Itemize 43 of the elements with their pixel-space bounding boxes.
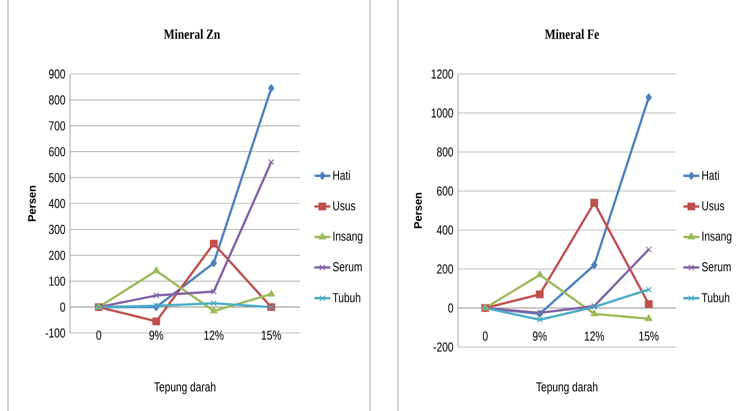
y-axis-title: Persen bbox=[414, 192, 422, 228]
y-tick-label: 800 bbox=[49, 95, 66, 105]
legend-label: Usus bbox=[333, 201, 356, 210]
legend-label: Insang bbox=[333, 232, 362, 244]
y-axis-title: Persen bbox=[28, 186, 36, 222]
y-tick-label: 900 bbox=[49, 69, 66, 79]
y-tick-label: 500 bbox=[48, 173, 66, 182]
y-tick-label: 200 bbox=[49, 250, 66, 260]
legend-label: Serum bbox=[332, 262, 362, 272]
chart-title: Mineral Zn bbox=[164, 29, 220, 39]
y-tick-label: 200 bbox=[437, 264, 454, 274]
x-tick-label: 15% bbox=[262, 330, 282, 340]
chart-title: Mineral Fe bbox=[544, 29, 599, 39]
legend-label: Insang bbox=[702, 232, 732, 244]
y-tick-label: 100 bbox=[49, 276, 66, 286]
x-axis-title: Tepung darah bbox=[536, 382, 598, 394]
x-tick-label: 15% bbox=[639, 332, 659, 341]
y-tick-label: 1200 bbox=[432, 69, 454, 79]
y-tick-label: 600 bbox=[49, 147, 66, 156]
y-tick-label: -100 bbox=[46, 328, 66, 338]
y-tick-label: 1000 bbox=[432, 108, 454, 118]
y-tick-label: 400 bbox=[48, 198, 66, 208]
y-tick-label: 700 bbox=[49, 121, 66, 130]
legend-label: Hati bbox=[333, 170, 350, 180]
legend-label: Hati bbox=[702, 170, 719, 180]
x-tick-label: 0 bbox=[482, 332, 488, 341]
legend-label: Tubuh bbox=[702, 292, 730, 302]
y-tick-label: 800 bbox=[437, 147, 454, 157]
y-tick-label: 300 bbox=[48, 224, 66, 234]
x-axis-title: Tepung darah bbox=[154, 382, 216, 394]
legend-label: Tubuh bbox=[332, 292, 360, 302]
y-tick-label: -200 bbox=[434, 342, 454, 352]
y-tick-label: 600 bbox=[437, 186, 454, 196]
x-tick-label: 12% bbox=[584, 332, 604, 341]
legend-label: Usus bbox=[702, 201, 724, 210]
legend-label: Serum bbox=[702, 262, 731, 272]
x-tick-label: 9% bbox=[149, 330, 164, 340]
x-tick-label: 0 bbox=[96, 330, 102, 340]
x-tick-label: 12% bbox=[204, 330, 224, 340]
y-tick-label: 0 bbox=[60, 302, 66, 312]
x-tick-label: 9% bbox=[532, 332, 547, 341]
y-tick-label: 400 bbox=[436, 225, 454, 235]
y-tick-label: 0 bbox=[448, 303, 454, 313]
